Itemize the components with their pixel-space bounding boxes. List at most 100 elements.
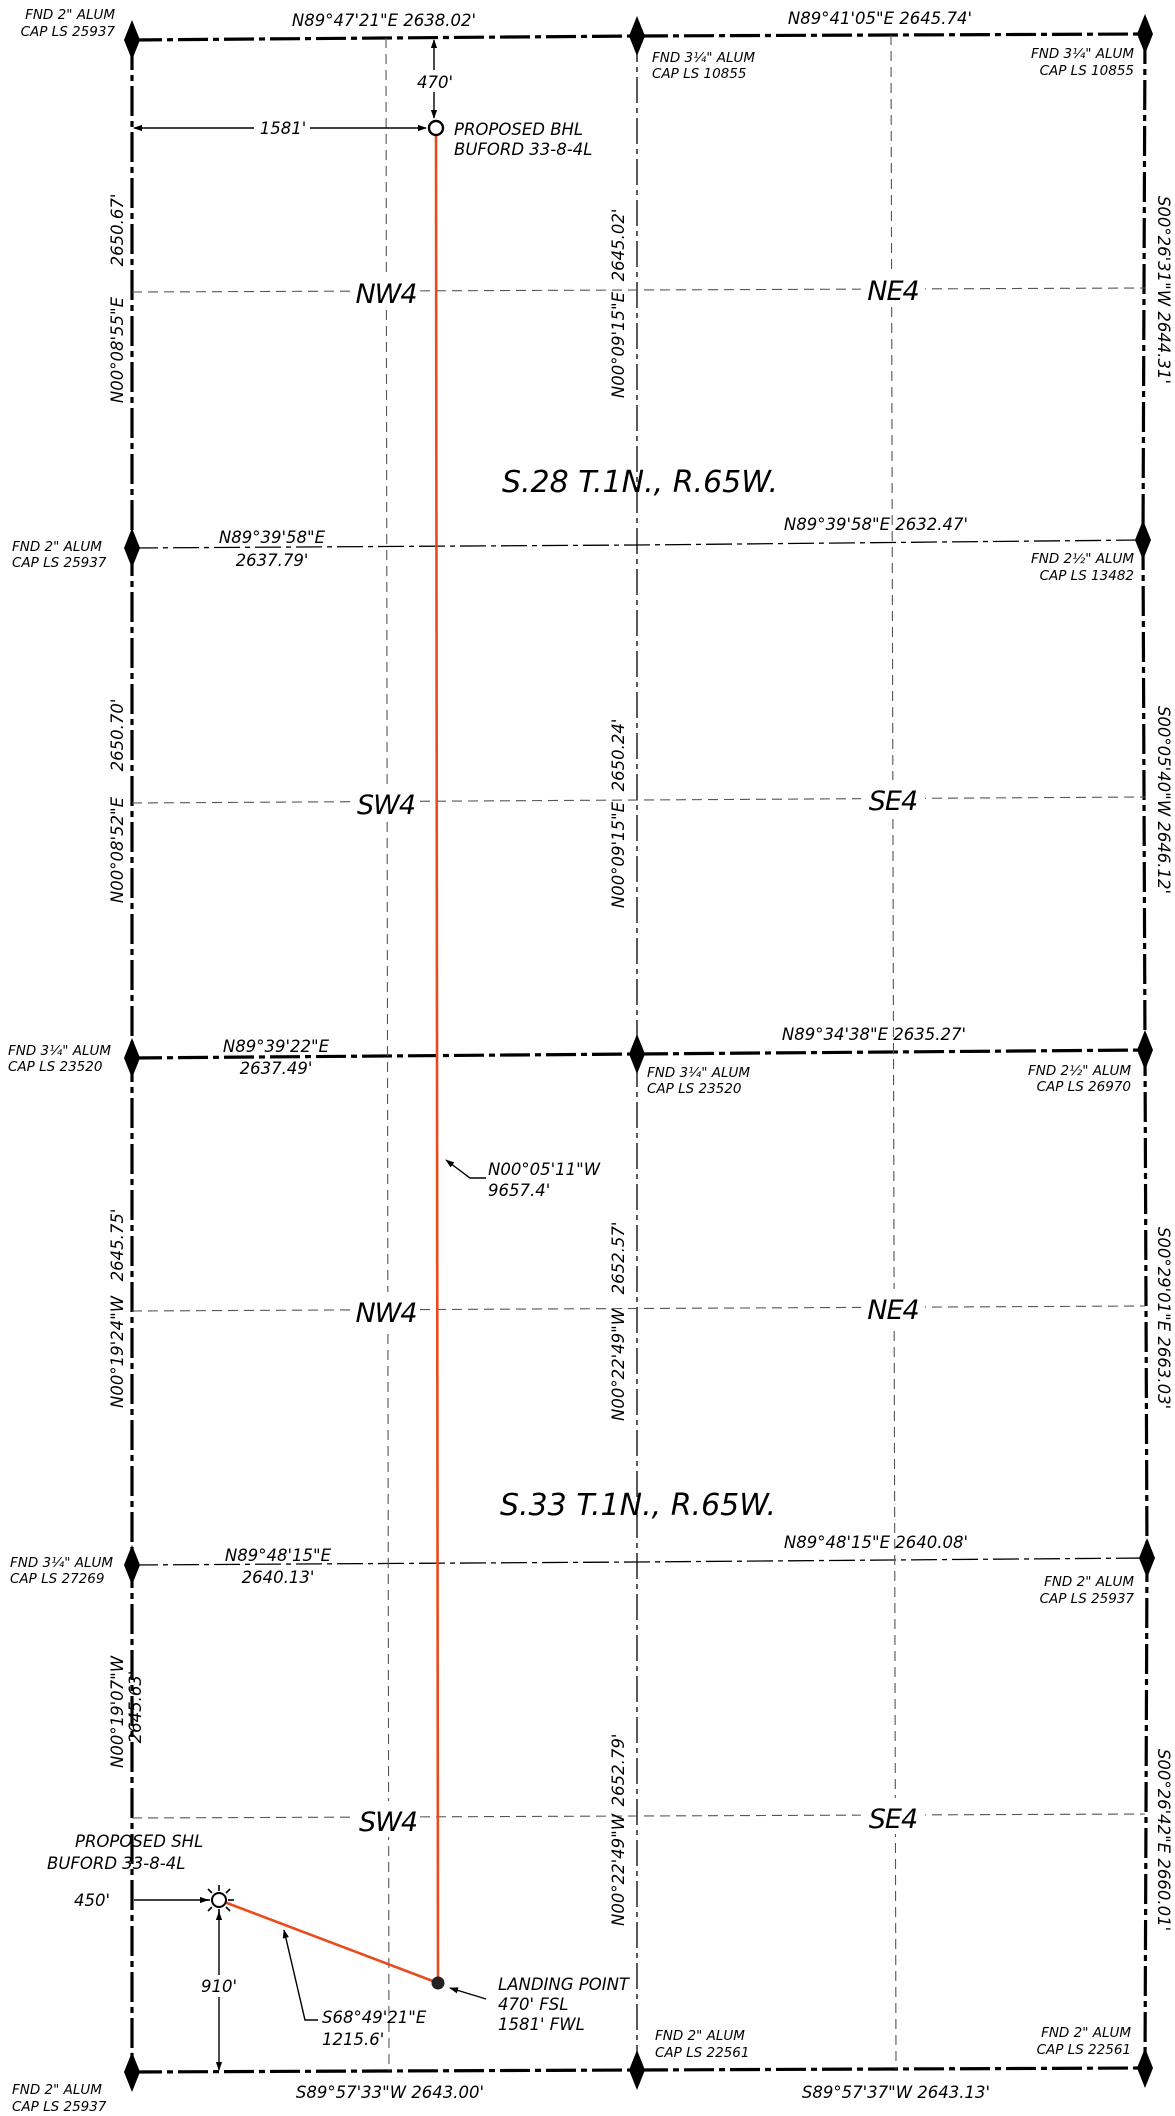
monument-label: CAP LS 23520 [8,1059,102,1075]
bearing-distance-label: N89°34'38"E 2635.27' [782,1025,966,1044]
monument-icon [1137,14,1153,54]
bhl-fwl-label: 1581' [260,119,307,138]
monument-labels: FND 2" ALUM CAP LS 25937 FND 3¼" ALUM CA… [8,7,1134,2115]
bearing-distance-label: N89°47'21"E 2638.02' [292,11,476,30]
sixteenth-line [131,1813,1146,1819]
quarter-label: NE4 [867,1295,918,1326]
distance-label: 2652.57' [609,1222,628,1295]
sixteenth-line [131,1305,1146,1312]
sixteenth-line [131,287,1146,293]
distance-label: 2637.49' [240,1059,313,1078]
monument-label: CAP LS 25937 [12,555,107,571]
monument-label: CAP LS 25937 [21,24,116,40]
monument-label: CAP LS 27269 [10,1571,104,1587]
lateral-bearing-label: N00°05'11"W [488,1160,601,1179]
bhl-fnl-label: 470' [417,73,453,92]
build-leader [282,1929,318,2021]
build-bearing-label: S68°49'21"E [322,2008,427,2027]
monument-label: FND 2" ALUM [12,2082,102,2098]
bearing-label: N00°08'52"E [108,796,127,903]
monument-label: CAP LS 22561 [655,2045,749,2061]
quarter-labels: NW4 NE4 SW4 SE4 NW4 NE4 SW4 SE4 [355,270,925,1838]
distance-label: 2650.70' [108,699,127,772]
monument-label: FND 2" ALUM [1044,1574,1134,1590]
monument-label: CAP LS 22561 [1037,2042,1131,2058]
shl-label: BUFORD 33-8-4L [47,1854,185,1873]
section-28-title: S.28 T.1N., R.65W. [502,465,778,500]
distance-label: 2637.79' [236,551,309,570]
monument-label: FND 2" ALUM [12,539,102,555]
quarter-label: SE4 [869,1804,917,1835]
quarter-label: SW4 [359,1807,417,1838]
lateral-length-label: 9657.4' [488,1181,550,1200]
monument-icon [1137,2048,1153,2088]
south-section-line [131,2066,1146,2074]
bhl-label: BUFORD 33-8-4L [454,140,592,159]
quarter-label: NW4 [355,279,416,310]
distance-label: 2645.02' [609,209,628,282]
monuments [124,14,1155,2092]
sixteenth-line [385,37,390,2072]
monument-label: CAP LS 26970 [1037,1079,1131,1095]
bearing-distance-label: N89°48'15"E 2640.08' [784,1533,968,1552]
sixteenth-line [131,796,1146,804]
monument-label: CAP LS 10855 [1040,63,1134,79]
monument-label: CAP LS 13482 [1040,568,1134,584]
monument-label: FND 2" ALUM [655,2028,745,2044]
bearing-labels: N89°47'21"E 2638.02' N89°41'05"E 2645.74… [108,9,1173,2102]
bearing-distance-label: S00°26'42"E 2660.01' [1154,1749,1173,1931]
bearing-distance-label: S00°05'40"W 2646.12' [1154,706,1173,894]
bearing-distance-label: N89°41'05"E 2645.74' [788,9,972,28]
landing-point-marker-icon [431,1976,445,1990]
monument-label: FND 3¼" ALUM [652,50,755,66]
bearing-distance-label: S89°57'33"W 2643.00' [296,2083,484,2102]
monument-icon [1139,1538,1155,1578]
build-length-label: 1215.6' [322,2030,384,2049]
sixteenth-line [890,34,897,2070]
landing-point-label: 470' FSL [498,1995,568,2014]
quarter-label: NE4 [867,276,918,307]
monument-label: FND 3¼" ALUM [8,1043,111,1059]
bearing-label: N00°08'55"E [108,296,127,403]
landing-point-leader [449,1987,487,2000]
monument-icon [629,1034,645,1074]
monument-icon [124,528,140,568]
bearing-label: N00°22'49"W [609,1813,628,1926]
bearing-label: N00°22'49"W [609,1308,628,1421]
monument-icon [124,2052,140,2092]
monument-label: FND 2" ALUM [25,7,115,23]
bearing-label: N00°09'15"E [609,801,628,908]
bearing-label: N89°39'58"E [219,528,326,547]
monument-label: CAP LS 10855 [652,66,746,82]
distance-label: 2645.75' [108,1209,127,1282]
bearing-distance-label: N89°39'58"E 2632.47' [784,515,968,534]
monument-label: FND 2½" ALUM [1028,1063,1131,1079]
landing-point-label: 1581' FWL [498,2015,585,2034]
sixteenth-lines [131,34,1146,2072]
middle-section-line [131,1048,1146,1060]
bearing-label: N00°19'07"W [108,1655,127,1768]
bearing-distance-label: S00°29'01"E 2663.03' [1154,1227,1173,1409]
monument-label: CAP LS 23520 [647,1081,741,1097]
monument-label: FND 3¼" ALUM [10,1555,113,1571]
monument-label: FND 2½" ALUM [1031,551,1134,567]
wellbore: PROPOSED BHL BUFORD 33-8-4L 470' 1581' N… [47,39,631,2071]
distance-label: 2650.24' [609,719,628,792]
monument-label: FND 3¼" ALUM [647,1065,750,1081]
monument-icon [1137,1030,1153,1070]
monument-icon [629,2050,645,2090]
bearing-distance-label: S00°26'31"W 2644.31' [1154,196,1173,384]
monument-icon [629,16,645,56]
distance-label: 2640.13' [242,1568,315,1587]
quarter-label: NW4 [355,1298,416,1329]
build-section-line [218,1898,439,1985]
monument-label: FND 2" ALUM [1041,2025,1131,2041]
shl-marker-icon [204,1885,234,1915]
bearing-label: N00°19'24"W [108,1295,127,1408]
bearing-label: N00°09'15"E [609,291,628,398]
section-33-title: S.33 T.1N., R.65W. [500,1488,776,1523]
distance-label: 2650.67' [108,194,127,267]
shl-fsl-label: 910' [201,1977,237,1996]
shl-fwl-label: 450' [74,1891,110,1910]
